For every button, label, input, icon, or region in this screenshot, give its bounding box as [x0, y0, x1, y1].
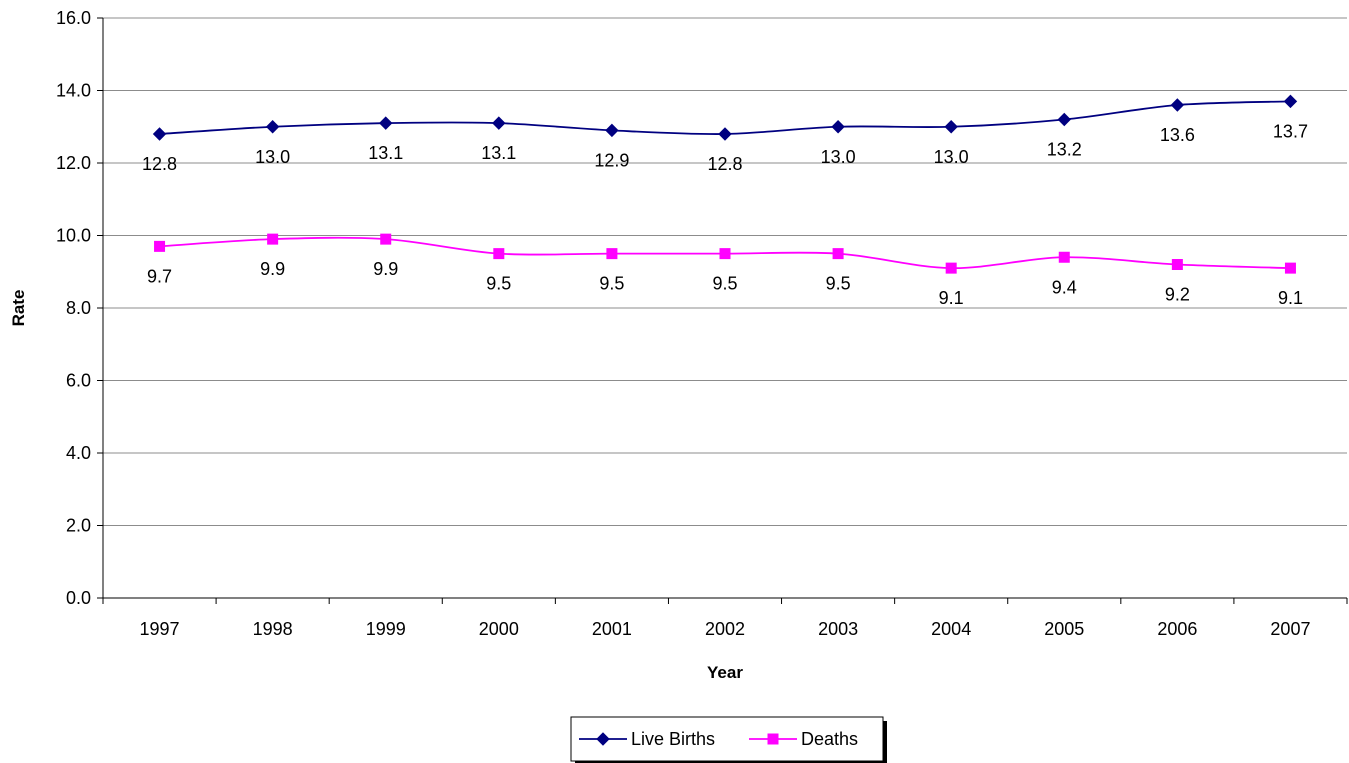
- x-axis-title: Year: [707, 663, 743, 682]
- x-tick-label: 2003: [818, 619, 858, 639]
- y-tick-label: 8.0: [66, 298, 91, 318]
- y-tick-label: 10.0: [56, 226, 91, 246]
- legend-marker-deaths: [767, 733, 779, 745]
- x-tick-label: 2005: [1044, 619, 1084, 639]
- data-label-deaths: 9.5: [599, 274, 624, 294]
- data-label-live-births: 13.0: [255, 147, 290, 167]
- y-tick-label: 4.0: [66, 443, 91, 463]
- data-point-deaths: [154, 240, 166, 252]
- series-layer: 12.8 13.0 13.1 13.1 12.9 12.8 13.0 13.0 13.2 13.6…: [142, 94, 1308, 308]
- data-point-deaths: [1284, 262, 1296, 274]
- data-label-deaths: 9.2: [1165, 285, 1190, 305]
- data-label-live-births: 12.8: [707, 154, 742, 174]
- data-label-deaths: 9.5: [486, 274, 511, 294]
- data-point-deaths: [945, 262, 957, 274]
- data-point-live-births: [265, 120, 280, 134]
- data-point-deaths: [719, 248, 731, 260]
- x-tick-label: 2007: [1270, 619, 1310, 639]
- series-deaths: 9.7 9.9 9.9 9.5 9.5 9.5 9.5 9.1 9.4 9.2 9.1: [147, 233, 1303, 308]
- data-point-deaths: [606, 248, 618, 260]
- series-live-births: 12.8 13.0 13.1 13.1 12.9 12.8 13.0 13.0 13.2 13.6…: [142, 94, 1308, 174]
- x-tick-label: 1999: [366, 619, 406, 639]
- data-label-live-births: 13.0: [934, 147, 969, 167]
- legend: Live Births Deaths: [570, 716, 887, 763]
- axes: [97, 17, 1348, 604]
- data-label-deaths: 9.5: [712, 274, 737, 294]
- x-tick-label: 1998: [253, 619, 293, 639]
- x-tick-label: 2006: [1157, 619, 1197, 639]
- gridlines: [103, 17, 1347, 526]
- data-label-deaths: 9.5: [826, 274, 851, 294]
- x-tick-label: 1997: [140, 619, 180, 639]
- data-point-live-births: [605, 123, 619, 138]
- data-point-live-births: [492, 116, 506, 130]
- data-label-live-births: 13.2: [1047, 140, 1082, 160]
- legend-label-live-births: Live Births: [631, 729, 715, 749]
- y-tick-label: 16.0: [56, 8, 91, 28]
- data-label-live-births: 13.0: [821, 147, 856, 167]
- y-tick-labels: 0.0 2.0 4.0 6.0 8.0 10.0 12.0 14.0 16.0: [56, 8, 91, 608]
- data-label-live-births: 13.1: [481, 143, 516, 163]
- y-tick-label: 6.0: [66, 371, 91, 391]
- y-tick-label: 0.0: [66, 588, 91, 608]
- x-tick-label: 2004: [931, 619, 971, 639]
- data-point-live-births: [831, 120, 845, 134]
- data-point-live-births: [379, 116, 393, 130]
- data-label-deaths: 9.4: [1052, 277, 1077, 297]
- data-point-live-births: [718, 127, 732, 141]
- data-label-deaths: 9.7: [147, 266, 172, 286]
- data-point-deaths: [832, 248, 844, 260]
- y-axis-title: Rate: [9, 290, 28, 327]
- x-tick-label: 2002: [705, 619, 745, 639]
- data-label-live-births: 13.6: [1160, 125, 1195, 145]
- data-label-deaths: 9.1: [1278, 288, 1303, 308]
- data-label-live-births: 13.7: [1273, 121, 1308, 141]
- x-tick-label: 2001: [592, 619, 632, 639]
- data-label-live-births: 12.8: [142, 154, 177, 174]
- y-tick-label: 14.0: [56, 81, 91, 101]
- data-point-live-births: [1170, 98, 1185, 112]
- data-label-live-births: 13.1: [368, 143, 403, 163]
- data-point-deaths: [380, 233, 392, 245]
- data-point-live-births: [1057, 112, 1071, 127]
- data-label-deaths: 9.9: [260, 259, 285, 279]
- data-point-deaths: [1058, 251, 1070, 263]
- x-tick-labels: 1997 1998 1999 2000 2001 2002 2003 2004 2005 2006…: [140, 619, 1311, 639]
- data-label-deaths: 9.9: [373, 259, 398, 279]
- data-point-live-births: [1283, 94, 1298, 109]
- x-tick-label: 2000: [479, 619, 519, 639]
- data-point-deaths: [493, 248, 505, 260]
- data-point-deaths: [267, 233, 279, 245]
- data-point-live-births: [152, 127, 167, 141]
- data-point-deaths: [1171, 259, 1183, 270]
- data-label-live-births: 12.9: [594, 150, 629, 170]
- y-tick-label: 2.0: [66, 516, 91, 536]
- y-tick-label: 12.0: [56, 153, 91, 173]
- legend-marker-live-births: [596, 732, 610, 746]
- data-point-live-births: [944, 120, 958, 134]
- data-label-deaths: 9.1: [939, 288, 964, 308]
- legend-label-deaths: Deaths: [801, 729, 858, 749]
